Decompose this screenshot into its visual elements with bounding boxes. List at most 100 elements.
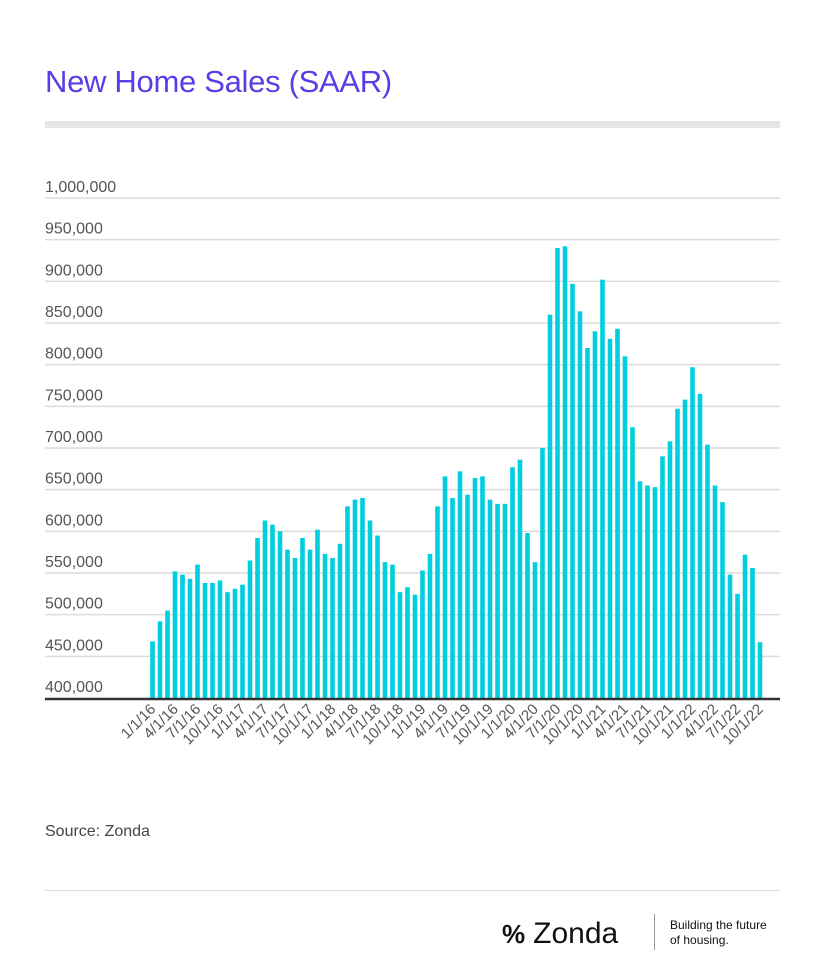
bar xyxy=(630,427,635,698)
bar xyxy=(270,524,275,698)
bar xyxy=(367,520,373,698)
bar xyxy=(345,506,350,698)
footer-divider xyxy=(45,890,780,891)
bar xyxy=(427,553,433,698)
bar xyxy=(172,571,178,698)
bar xyxy=(547,314,553,698)
bar xyxy=(750,568,755,698)
bar xyxy=(487,499,493,698)
bar xyxy=(607,338,613,698)
tagline: Building the future of housing. xyxy=(670,918,790,948)
bar xyxy=(255,538,260,698)
bar xyxy=(195,564,200,698)
bar xyxy=(667,441,673,698)
bar xyxy=(502,503,508,698)
bar xyxy=(202,583,208,698)
bar xyxy=(585,348,590,698)
y-tick-label: 850,000 xyxy=(45,304,103,321)
bar xyxy=(570,283,575,698)
bar xyxy=(720,502,725,698)
tagline-line-1: Building the future xyxy=(670,918,767,932)
bar xyxy=(742,554,748,698)
bar xyxy=(375,535,380,698)
bar xyxy=(645,485,650,698)
bar xyxy=(735,593,740,698)
bar xyxy=(307,549,313,698)
bar xyxy=(615,328,620,698)
bar xyxy=(682,399,688,698)
bar xyxy=(555,248,560,698)
brand-name: Zonda xyxy=(533,917,619,950)
bar xyxy=(592,331,598,698)
y-tick-label: 650,000 xyxy=(45,471,103,488)
bar xyxy=(727,574,733,698)
bar xyxy=(165,610,170,698)
bar xyxy=(757,642,763,698)
bar xyxy=(232,588,238,698)
bar xyxy=(495,503,500,698)
bar xyxy=(285,549,290,698)
y-tick-label: 950,000 xyxy=(45,221,103,238)
bar xyxy=(525,533,530,698)
y-tick-label: 700,000 xyxy=(45,429,103,446)
bar xyxy=(150,641,155,698)
bar xyxy=(187,578,193,698)
bar xyxy=(472,478,478,698)
bar xyxy=(562,246,568,699)
bar xyxy=(510,467,515,698)
bar xyxy=(660,456,665,698)
bar xyxy=(450,498,455,698)
bar xyxy=(577,311,583,698)
y-tick-label: 500,000 xyxy=(45,596,103,613)
y-tick-label: 450,000 xyxy=(45,637,103,654)
bar xyxy=(457,471,463,698)
bar xyxy=(637,481,643,698)
bar xyxy=(397,592,403,698)
bar xyxy=(465,494,470,698)
bar xyxy=(442,476,448,698)
bar xyxy=(240,584,245,698)
source-note: Source: Zonda xyxy=(45,823,150,840)
bar xyxy=(675,408,680,698)
bar xyxy=(352,499,358,698)
bar xyxy=(390,564,395,698)
zonda-logo-icon: % xyxy=(502,918,526,949)
bar xyxy=(382,562,388,698)
bar xyxy=(292,558,298,698)
y-tick-label: 750,000 xyxy=(45,387,103,404)
bar xyxy=(247,560,253,698)
bar xyxy=(600,279,605,698)
bar xyxy=(210,583,215,698)
zonda-logo: % Zonda xyxy=(502,917,618,951)
tagline-line-2: of housing. xyxy=(670,933,729,947)
y-tick-label: 400,000 xyxy=(45,679,103,696)
bar xyxy=(322,553,328,698)
bar xyxy=(180,574,185,698)
bar xyxy=(690,367,695,698)
y-tick-label: 550,000 xyxy=(45,554,103,571)
title-rule xyxy=(45,121,780,128)
bar xyxy=(435,506,440,698)
logo-separator xyxy=(654,914,655,950)
y-tick-label: 600,000 xyxy=(45,512,103,529)
bar xyxy=(652,487,658,698)
bar xyxy=(300,538,305,698)
bar xyxy=(330,558,335,698)
bar xyxy=(705,444,710,698)
bar xyxy=(697,393,703,698)
bar xyxy=(262,520,268,698)
y-tick-label: 900,000 xyxy=(45,262,103,279)
bar xyxy=(480,476,485,698)
bar xyxy=(337,543,343,698)
bar xyxy=(360,498,365,698)
bar xyxy=(315,529,320,698)
bar xyxy=(420,570,425,698)
bar xyxy=(712,485,718,698)
bar xyxy=(217,580,223,698)
bar xyxy=(277,531,283,698)
bar xyxy=(517,459,523,698)
bar xyxy=(412,594,418,698)
bar-chart: 400,000 450,000 500,000 550,000 600,000 650,0… xyxy=(45,179,780,748)
bar xyxy=(405,587,410,698)
